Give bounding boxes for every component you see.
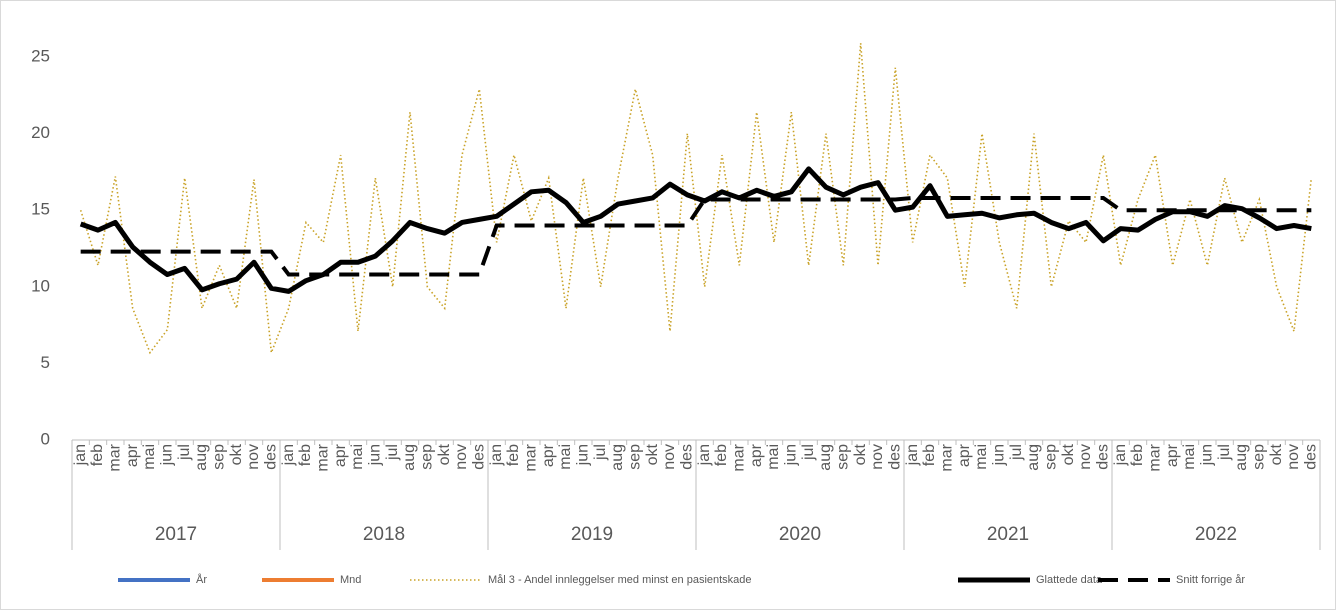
legend-label: Mål 3 - Andel innleggelser med minst en …: [488, 574, 752, 586]
x-tick-label: apr: [540, 443, 557, 467]
x-tick-label: jan: [696, 444, 713, 466]
x-tick-label: feb: [713, 444, 730, 466]
x-tick-label: feb: [1129, 444, 1146, 466]
series-line: [80, 195, 1312, 277]
x-tick-label: mai: [141, 444, 158, 470]
x-tick-label: nov: [245, 444, 262, 470]
group-label: 2018: [363, 524, 405, 545]
x-tick-label: feb: [89, 444, 106, 466]
x-tick-label: jan: [72, 444, 89, 466]
x-tick-label: okt: [1060, 443, 1077, 465]
x-tick-label: jun: [991, 444, 1008, 466]
x-tick-label: nov: [869, 444, 886, 470]
x-tick-label: apr: [124, 443, 141, 467]
x-tick-label: jan: [280, 444, 297, 466]
x-tick-label: jul: [1008, 444, 1025, 461]
x-tick-label: feb: [505, 444, 522, 466]
x-tick-label: aug: [817, 444, 834, 471]
group-label: 2021: [987, 524, 1029, 545]
series-line: [79, 166, 1312, 294]
x-tick-label: jan: [488, 444, 505, 466]
x-tick-label: sep: [1043, 444, 1060, 470]
group-label: 2017: [155, 524, 197, 545]
x-tick-label: jun: [367, 444, 384, 466]
x-tick-label: des: [471, 444, 488, 470]
x-tick-label: jun: [575, 444, 592, 466]
x-tick-label: okt: [644, 443, 661, 465]
x-tick-label: okt: [1268, 443, 1285, 465]
x-tick-label: mar: [523, 443, 540, 471]
legend-label: Mnd: [340, 574, 361, 586]
x-tick-label: sep: [1251, 444, 1268, 470]
x-tick-label: jul: [592, 444, 609, 461]
x-tick-label: mai: [349, 444, 366, 470]
x-tick-label: apr: [748, 443, 765, 467]
x-tick-label: sep: [419, 444, 436, 470]
legend-label: Snitt forrige år: [1176, 574, 1245, 586]
x-tick-label: nov: [661, 444, 678, 470]
x-tick-label: mai: [557, 444, 574, 470]
x-tick-label: mai: [765, 444, 782, 470]
x-tick-label: nov: [1285, 444, 1302, 470]
x-tick-label: sep: [835, 444, 852, 470]
x-tick-label: mar: [939, 443, 956, 471]
y-tick-label: 5: [41, 353, 50, 372]
x-tick-label: des: [263, 444, 280, 470]
x-tick-label: apr: [956, 443, 973, 467]
x-tick-label: aug: [609, 444, 626, 471]
x-tick-label: mar: [1147, 443, 1164, 471]
x-tick-label: sep: [211, 444, 228, 470]
legend-label: År: [196, 573, 207, 586]
x-tick-label: aug: [1233, 444, 1250, 471]
y-tick-label: 10: [31, 276, 50, 295]
x-tick-label: mai: [973, 444, 990, 470]
x-tick-label: okt: [852, 443, 869, 465]
y-tick-label: 25: [31, 46, 50, 65]
x-tick-label: jul: [384, 444, 401, 461]
x-tick-label: okt: [228, 443, 245, 465]
x-tick-label: jul: [800, 444, 817, 461]
x-tick-label: jun: [159, 444, 176, 466]
x-tick-label: jul: [1216, 444, 1233, 461]
y-tick-label: 15: [31, 200, 50, 219]
x-tick-label: okt: [436, 443, 453, 465]
x-tick-label: des: [887, 444, 904, 470]
x-tick-label: jan: [904, 444, 921, 466]
x-tick-label: feb: [921, 444, 938, 466]
x-tick-label: des: [1095, 444, 1112, 470]
group-label: 2022: [1195, 524, 1237, 545]
x-tick-label: aug: [1025, 444, 1042, 471]
x-tick-label: sep: [627, 444, 644, 470]
x-tick-label: mar: [107, 443, 124, 471]
x-tick-label: jun: [783, 444, 800, 466]
x-tick-label: apr: [1164, 443, 1181, 467]
y-tick-label: 0: [41, 429, 50, 448]
x-tick-label: des: [679, 444, 696, 470]
x-tick-label: apr: [332, 443, 349, 467]
y-tick-label: 20: [31, 123, 50, 142]
legend-label: Glattede data: [1036, 574, 1103, 586]
x-tick-label: nov: [453, 444, 470, 470]
x-tick-label: aug: [401, 444, 418, 471]
x-tick-label: jul: [176, 444, 193, 461]
x-tick-label: mai: [1181, 444, 1198, 470]
x-tick-label: jun: [1199, 444, 1216, 466]
x-tick-label: aug: [193, 444, 210, 471]
x-tick-label: des: [1303, 444, 1320, 470]
x-tick-label: nov: [1077, 444, 1094, 470]
x-tick-label: mar: [731, 443, 748, 471]
group-label: 2020: [779, 524, 821, 545]
x-tick-label: jan: [1112, 444, 1129, 466]
group-label: 2019: [571, 524, 613, 545]
x-tick-label: mar: [315, 443, 332, 471]
x-tick-label: feb: [297, 444, 314, 466]
